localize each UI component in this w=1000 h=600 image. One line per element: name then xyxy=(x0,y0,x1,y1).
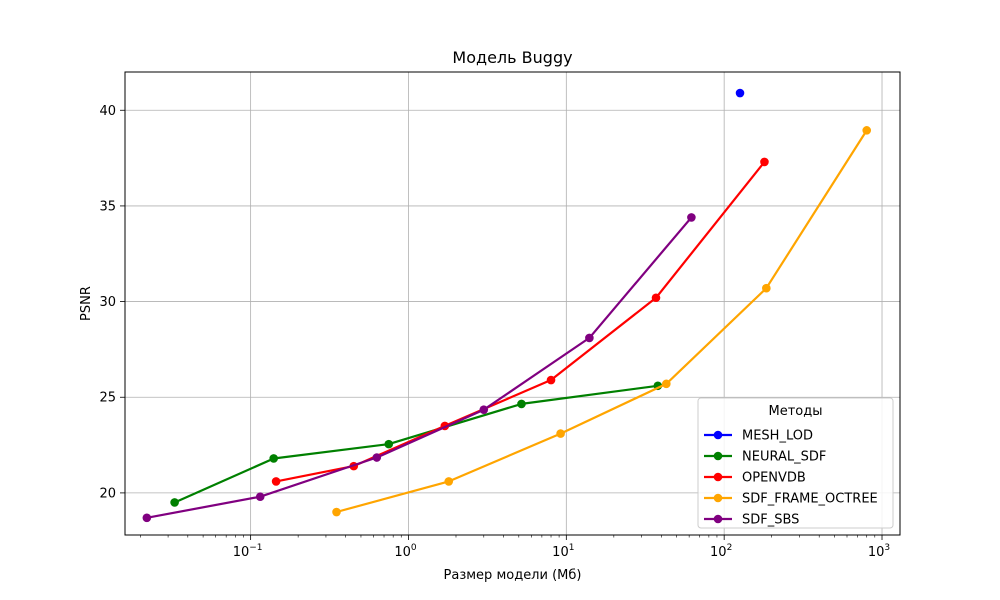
data-point-sdf-frame-octree xyxy=(332,507,341,517)
data-point-sdf-sbs xyxy=(585,333,594,343)
data-point-neural-sdf xyxy=(170,498,179,507)
data-point-openvdb xyxy=(651,293,661,303)
legend-label-sdf-frame-octree: SDF_FRAME_OCTREE xyxy=(742,492,878,507)
axis-ticks: 10−1 100 101 102 103 20 25 30 35 40 xyxy=(99,104,890,560)
series-line-sdf-frame-octree xyxy=(336,129,868,514)
legend-title: Методы xyxy=(769,404,823,419)
legend-label-neural-sdf: NEURAL_SDF xyxy=(742,450,826,465)
data-point-sdf-frame-octree xyxy=(862,126,872,135)
legend-swatch-marker-openvdb xyxy=(713,472,723,482)
chart-title: Модель Buggy xyxy=(452,48,572,67)
data-point-sdf-sbs xyxy=(687,213,696,222)
legend-swatch-marker-mesh-lod xyxy=(713,430,723,440)
legend-label-openvdb: OPENVDB xyxy=(742,471,806,486)
series-layer xyxy=(142,88,872,523)
legend-swatch-marker-sdf-sbs xyxy=(713,514,723,524)
data-point-neural-sdf xyxy=(269,454,278,463)
legend-label-sdf-sbs: SDF_SBS xyxy=(742,513,799,528)
y-tick-label: 30 xyxy=(99,295,116,310)
x-axis-title: Размер модели (Мб) xyxy=(444,568,582,583)
grid xyxy=(125,72,900,535)
legend-swatch-marker-neural-sdf xyxy=(713,451,723,461)
x-tick-label: 10−1 xyxy=(233,543,263,560)
data-point-mesh-lod xyxy=(735,88,745,98)
legend: Методы MESH_LOD NEURAL_SDF OPENVDB SDF_FRAME… xyxy=(697,397,894,529)
x-tick-label: 100 xyxy=(394,543,417,560)
data-point-neural-sdf xyxy=(384,439,394,449)
y-tick-label: 25 xyxy=(99,391,116,406)
x-tick-label: 102 xyxy=(710,543,732,560)
x-tick-label: 103 xyxy=(868,543,890,560)
data-point-sdf-sbs xyxy=(255,492,265,502)
y-tick-label: 20 xyxy=(99,486,116,501)
y-axis-title: PSNR xyxy=(79,286,94,321)
data-point-sdf-sbs xyxy=(372,453,382,462)
legend-swatch-marker-sdf-frame-octree xyxy=(713,493,723,503)
data-point-sdf-sbs xyxy=(142,513,152,523)
data-point-sdf-sbs xyxy=(479,405,489,414)
data-point-openvdb xyxy=(546,375,556,385)
y-tick-label: 40 xyxy=(99,104,116,119)
data-point-sdf-frame-octree xyxy=(762,283,771,293)
x-tick-label: 101 xyxy=(552,543,574,560)
series-line-sdf-sbs xyxy=(146,216,693,519)
legend-label-mesh-lod: MESH_LOD xyxy=(742,429,813,444)
legend-box xyxy=(697,397,894,529)
data-point-sdf-frame-octree xyxy=(444,477,454,486)
data-point-sdf-frame-octree xyxy=(556,429,565,438)
plot-frame xyxy=(124,71,901,536)
data-point-neural-sdf xyxy=(517,399,526,409)
y-tick-label: 35 xyxy=(99,199,116,214)
data-point-openvdb xyxy=(271,477,281,486)
data-point-sdf-frame-octree xyxy=(662,379,671,389)
data-point-openvdb xyxy=(760,157,769,167)
